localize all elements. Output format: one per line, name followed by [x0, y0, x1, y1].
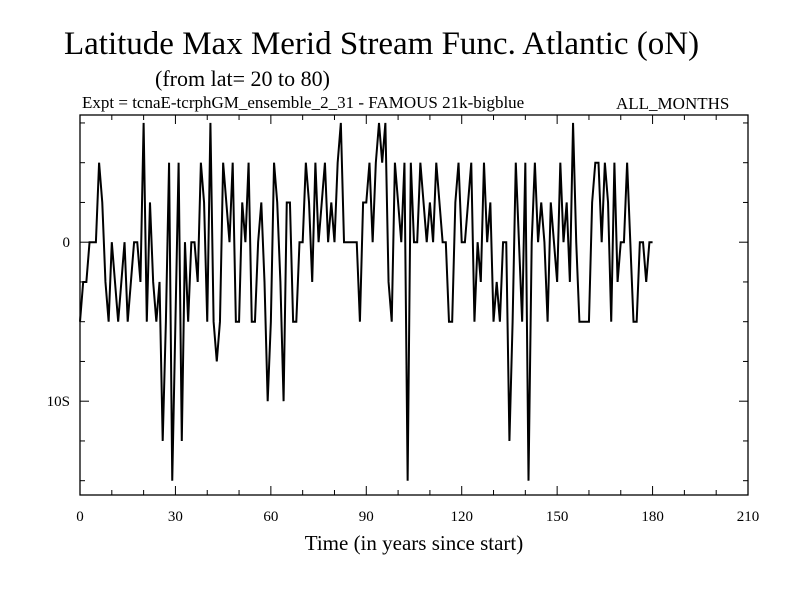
x-tick-label: 210	[737, 509, 760, 525]
x-tick-label: 90	[359, 509, 374, 525]
x-tick-label: 180	[641, 509, 664, 525]
x-tick-label: 150	[546, 509, 569, 525]
months-label: ALL_MONTHS	[616, 94, 730, 113]
chart-title: Latitude Max Merid Stream Func. Atlantic…	[64, 26, 700, 62]
x-tick-label: 60	[263, 509, 278, 525]
x-tick-labels: 0 30 60 90 120 150 180 210	[76, 509, 759, 525]
x-tick-label: 30	[168, 509, 183, 525]
y-tick-label: 0	[63, 235, 71, 251]
experiment-label: Expt = tcnaE-tcrphGM_ensemble_2_31 - FAM…	[82, 93, 525, 112]
plot-frame	[79, 114, 749, 496]
series-line	[79, 122, 653, 481]
x-tick-label: 0	[76, 509, 84, 525]
y-tick-labels: 0 10S	[47, 235, 70, 410]
chart-subtitle: (from lat= 20 to 80)	[155, 66, 330, 91]
x-axis-title: Time (in years since start)	[305, 531, 524, 555]
axis-ticks	[79, 115, 749, 495]
x-tick-label: 120	[450, 509, 473, 525]
y-tick-label: 10S	[47, 394, 70, 410]
